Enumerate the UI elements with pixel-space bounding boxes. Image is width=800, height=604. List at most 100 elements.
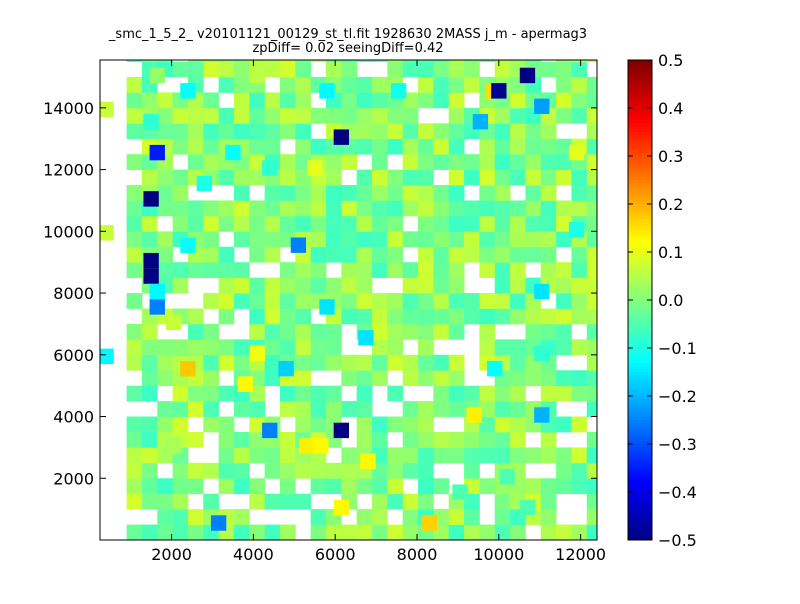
heatmap-cell <box>187 323 204 340</box>
heatmap-cell <box>341 200 358 217</box>
heatmap-cell <box>510 277 526 294</box>
heatmap-cell <box>249 447 266 464</box>
heatmap-cell <box>279 524 296 540</box>
heatmap-cell <box>448 354 465 371</box>
heatmap-cell <box>464 169 480 186</box>
heatmap-cell <box>310 416 327 433</box>
colorbar-segment <box>628 96 652 100</box>
heatmap-cell <box>448 447 465 464</box>
heatmap-cell <box>126 323 143 340</box>
colorbar-segment <box>628 240 652 244</box>
heatmap-cell <box>295 354 312 371</box>
heatmap-cell <box>418 246 434 263</box>
heatmap-cell <box>494 138 511 155</box>
heatmap-cell <box>510 339 526 356</box>
heatmap-cell <box>172 138 189 155</box>
heatmap-cell <box>143 191 159 207</box>
heatmap-cell <box>279 478 296 495</box>
heatmap-cell <box>203 61 220 78</box>
heatmap-cell <box>341 185 358 201</box>
heatmap-cell <box>402 185 419 201</box>
heatmap-cell <box>187 123 204 140</box>
colorbar-segment <box>628 273 652 277</box>
heatmap-cell <box>519 67 536 84</box>
heatmap-cell <box>172 200 189 217</box>
heatmap-cell <box>218 215 235 232</box>
heatmap-cell <box>279 76 296 93</box>
heatmap-cell <box>141 60 158 62</box>
heatmap-cell <box>556 215 572 232</box>
colorbar-segment <box>628 435 652 439</box>
heatmap-cell <box>172 339 189 356</box>
heatmap-cell <box>402 509 419 525</box>
colorbar-segment <box>628 174 652 178</box>
heatmap-cell <box>249 107 266 124</box>
heatmap-cell <box>586 308 597 325</box>
heatmap-cell <box>233 200 250 217</box>
colorbar-segment <box>628 75 652 79</box>
heatmap-cell <box>249 431 266 448</box>
heatmap-cell <box>448 293 465 309</box>
colorbar-segment <box>628 237 652 241</box>
heatmap-cell <box>295 107 312 124</box>
colorbar-segment <box>628 468 652 472</box>
heatmap-cell <box>479 154 496 170</box>
heatmap-cell <box>157 370 174 387</box>
heatmap-cell <box>310 524 327 540</box>
heatmap-cell <box>264 246 281 263</box>
heatmap-cell <box>510 138 526 155</box>
heatmap-cell <box>295 308 312 325</box>
heatmap-cell <box>149 144 165 161</box>
heatmap-cell <box>540 200 557 217</box>
colorbar-segment <box>628 246 652 250</box>
heatmap-cell <box>540 246 557 263</box>
heatmap-cell <box>494 231 511 248</box>
heatmap-cell <box>418 339 434 356</box>
heatmap-cell <box>157 185 174 201</box>
colorbar-segment <box>628 537 652 541</box>
colorbar-segment <box>628 102 652 106</box>
heatmap-cell <box>586 462 597 479</box>
heatmap-cell <box>126 215 143 232</box>
heatmap-cell <box>494 200 511 217</box>
heatmap-cell <box>433 76 450 93</box>
colorbar-segment <box>628 135 652 139</box>
heatmap-cell <box>187 60 204 62</box>
colorbar-segment <box>628 69 652 73</box>
heatmap-cell <box>264 447 281 464</box>
heatmap-cell <box>586 293 597 309</box>
heatmap-cell <box>433 308 450 325</box>
heatmap-cell <box>556 169 572 186</box>
colorbar-segment <box>628 357 652 361</box>
heatmap-cell <box>356 185 373 201</box>
heatmap-cell <box>556 277 572 294</box>
colorbar-segment <box>628 300 652 304</box>
colorbar-segment <box>628 123 652 127</box>
heatmap-cell <box>494 185 511 201</box>
heatmap-cell <box>479 339 496 356</box>
heatmap-cell <box>494 262 511 279</box>
colorbar-segment <box>628 222 652 226</box>
colorbar-segment <box>628 318 652 322</box>
colorbar-segment <box>628 441 652 445</box>
heatmap-cell <box>571 524 588 540</box>
heatmap-cell <box>279 308 296 325</box>
heatmap-cell <box>203 231 220 248</box>
heatmap-cell <box>172 462 189 479</box>
heatmap-cell <box>494 60 511 62</box>
heatmap-cell <box>525 308 542 325</box>
heatmap-cell <box>249 123 266 140</box>
heatmap-cell <box>571 462 588 479</box>
heatmap-cell <box>556 385 572 402</box>
heatmap-cell <box>571 107 588 124</box>
heatmap-cell <box>187 200 204 217</box>
heatmap-cell <box>203 323 220 340</box>
heatmap-cell <box>341 92 358 109</box>
heatmap-cell <box>525 123 542 140</box>
heatmap-cell <box>295 416 312 433</box>
heatmap-cell <box>172 107 189 124</box>
heatmap-cell <box>402 92 419 109</box>
colorbar-segment <box>628 528 652 532</box>
heatmap-cell <box>433 231 450 248</box>
heatmap-cell <box>356 262 373 279</box>
